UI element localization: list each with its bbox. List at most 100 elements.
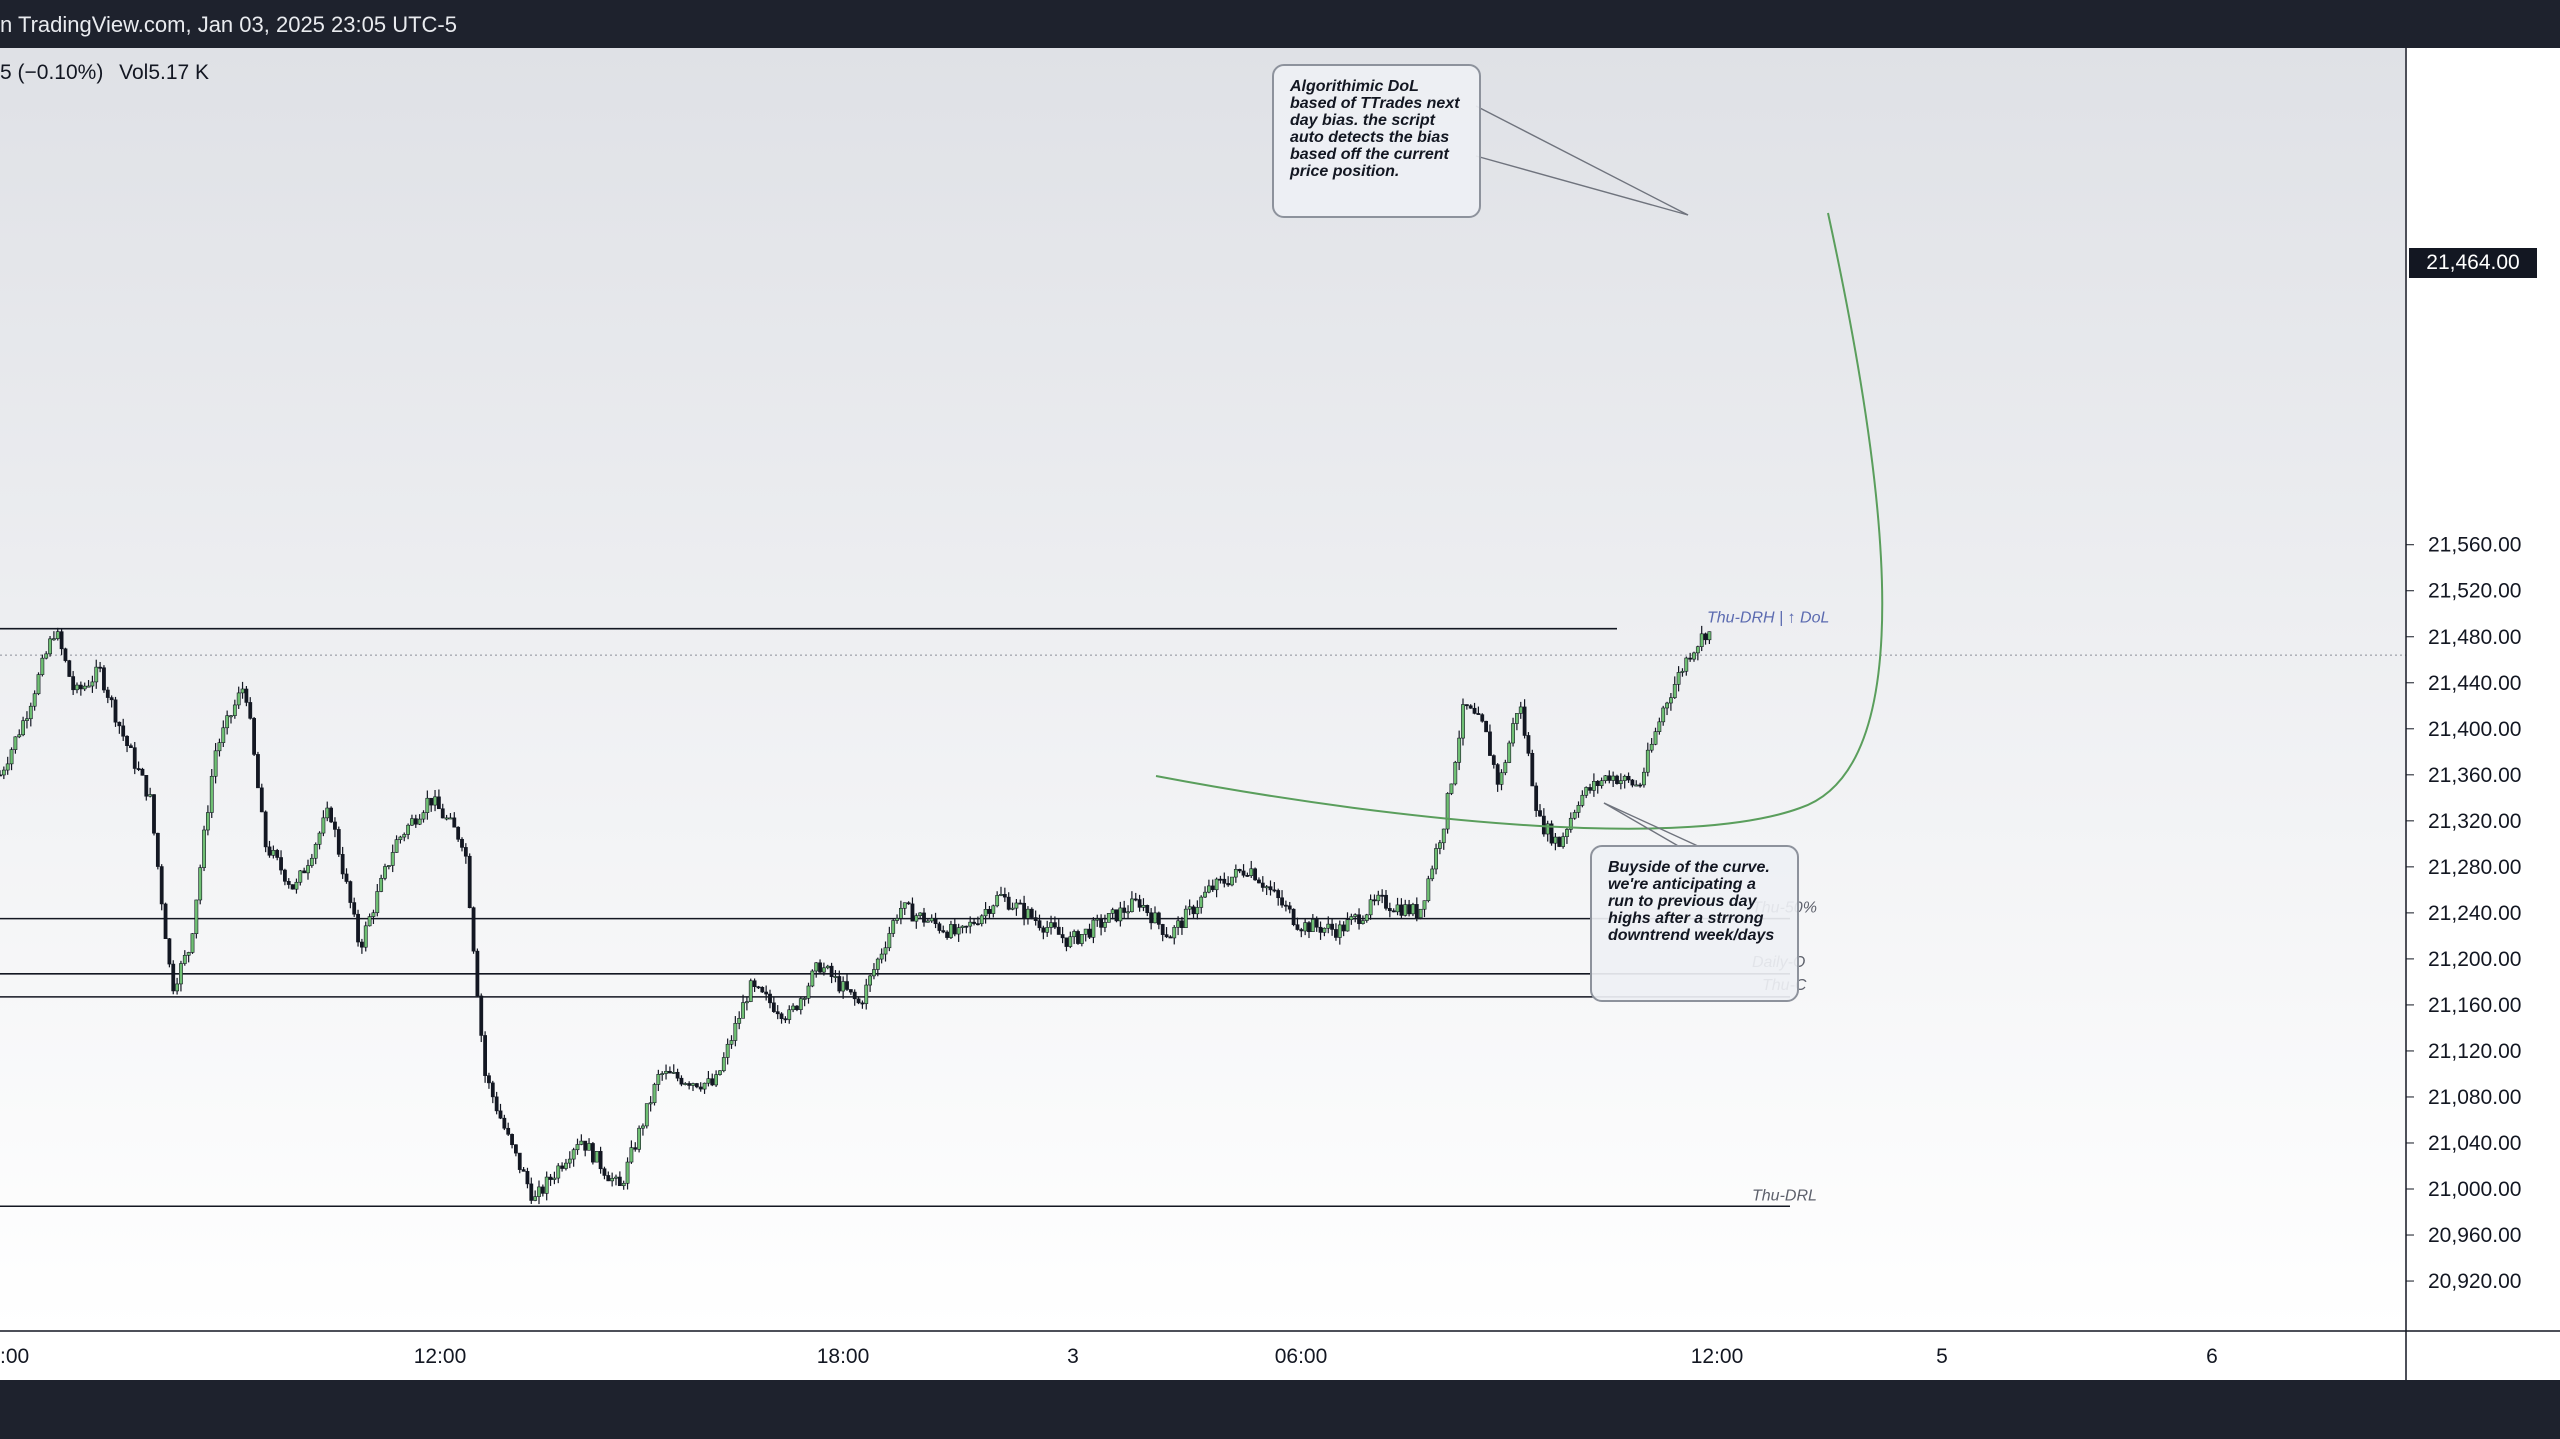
bear-candle bbox=[1149, 908, 1154, 930]
candle-body bbox=[571, 1149, 576, 1160]
candle-body bbox=[82, 685, 87, 690]
candle-body bbox=[1376, 894, 1381, 902]
y-tick-label: 21,520.00 bbox=[2428, 580, 2521, 603]
candle-body bbox=[36, 674, 41, 695]
candle-body bbox=[548, 1176, 553, 1180]
bull-candle bbox=[379, 874, 384, 893]
candle-body bbox=[1287, 905, 1292, 910]
bull-candle bbox=[1, 766, 6, 780]
bull-candle bbox=[36, 672, 41, 696]
bull-candle bbox=[537, 1180, 541, 1205]
candle-body bbox=[348, 881, 353, 903]
bear-candle bbox=[768, 989, 772, 1009]
candle-body bbox=[1630, 779, 1635, 786]
candle-body bbox=[1230, 876, 1234, 886]
candle-body bbox=[98, 666, 103, 669]
bear-candle bbox=[1703, 632, 1708, 645]
bear-candle bbox=[1530, 749, 1535, 787]
candle-body bbox=[498, 1110, 503, 1119]
bear-candle bbox=[698, 1082, 703, 1092]
candle-body bbox=[367, 916, 372, 927]
candle-body bbox=[244, 688, 249, 703]
bull-candle bbox=[209, 768, 214, 818]
candle-body bbox=[1588, 787, 1592, 791]
y-tick-label: 21,000.00 bbox=[2428, 1178, 2521, 1201]
bull-candle bbox=[1249, 860, 1254, 878]
candle-body bbox=[1603, 775, 1608, 781]
candle-body bbox=[325, 807, 330, 819]
bull-candle bbox=[579, 1134, 584, 1146]
bear-candle bbox=[1630, 778, 1635, 788]
candle-body bbox=[768, 993, 772, 1004]
candle-body bbox=[552, 1177, 557, 1180]
candle-body bbox=[190, 933, 195, 953]
candle-body bbox=[637, 1127, 642, 1150]
candle-body bbox=[1518, 706, 1523, 714]
bull-candle bbox=[629, 1140, 634, 1164]
candle-body bbox=[90, 681, 95, 687]
bear-candle bbox=[1064, 937, 1069, 952]
bull-candle bbox=[1453, 760, 1458, 786]
candle-body bbox=[925, 920, 930, 923]
y-tick-label: 21,160.00 bbox=[2428, 994, 2521, 1017]
callout-pointer bbox=[1603, 802, 1701, 848]
candle-body bbox=[891, 920, 896, 934]
annotation-dol-note[interactable]: Algorithimic DoL based of TTrades next d… bbox=[1272, 64, 1481, 218]
bear-candle bbox=[290, 884, 295, 890]
bull-candle bbox=[1141, 898, 1146, 912]
bull-candle bbox=[1345, 912, 1350, 932]
candle-body bbox=[714, 1074, 719, 1086]
candle-body bbox=[594, 1151, 599, 1163]
bull-candle bbox=[664, 1064, 668, 1080]
candle-body bbox=[1006, 896, 1011, 910]
candle-body bbox=[132, 747, 137, 769]
bull-candle bbox=[225, 710, 230, 735]
candle-body bbox=[1314, 919, 1319, 928]
bull-candle bbox=[28, 702, 33, 727]
candle-body bbox=[575, 1144, 580, 1151]
callout-pointer bbox=[1475, 155, 1689, 216]
candle-body bbox=[136, 768, 141, 770]
candle-body bbox=[1457, 737, 1462, 763]
top-bar: n TradingView.com, Jan 03, 2025 23:05 UT… bbox=[0, 0, 2560, 48]
candle-body bbox=[363, 925, 368, 948]
bear-candle bbox=[598, 1146, 603, 1174]
candle-body bbox=[513, 1144, 518, 1154]
bear-candle bbox=[1522, 699, 1527, 739]
bear-candle bbox=[132, 741, 137, 775]
annotation-curve-note[interactable]: Buyside of the curve. we're anticipating… bbox=[1590, 845, 1799, 1002]
bull-candle bbox=[949, 920, 953, 940]
bull-candle bbox=[810, 969, 815, 988]
bear-candle bbox=[1615, 774, 1619, 785]
bull-candle bbox=[232, 699, 237, 719]
candle-body bbox=[1422, 900, 1427, 910]
bear-candle bbox=[1122, 900, 1127, 919]
candle-body bbox=[860, 1002, 865, 1005]
bull-candle bbox=[556, 1163, 561, 1184]
candle-body bbox=[352, 902, 357, 915]
candle-body bbox=[213, 750, 218, 777]
bear-candle bbox=[1164, 927, 1169, 939]
candle-body bbox=[1183, 908, 1188, 929]
bull-candle bbox=[51, 631, 56, 641]
candle-body bbox=[675, 1071, 680, 1079]
candle-body bbox=[1253, 868, 1258, 881]
bear-candle bbox=[1380, 889, 1385, 904]
candle-body bbox=[1522, 706, 1527, 736]
candle-body bbox=[425, 797, 430, 813]
candle-body bbox=[275, 850, 280, 858]
candle-body bbox=[1249, 868, 1254, 876]
bear-candle bbox=[783, 1016, 788, 1024]
candle-body bbox=[421, 812, 426, 820]
candle-body bbox=[560, 1165, 565, 1169]
candle-body bbox=[852, 991, 857, 1000]
candle-body bbox=[336, 829, 341, 855]
level-label: Thu-DRL bbox=[1752, 1187, 1817, 1204]
bear-candle bbox=[248, 697, 253, 720]
chart-title: n TradingView.com, Jan 03, 2025 23:05 UT… bbox=[0, 12, 457, 37]
chart-svg[interactable]: Thu-DRH | ↑ DoLThu-50%Daily-OThu-CThu-DR… bbox=[0, 48, 2560, 1380]
bear-candle bbox=[910, 897, 915, 922]
bull-candle bbox=[1337, 920, 1342, 945]
chart-area[interactable]: Thu-DRH | ↑ DoLThu-50%Daily-OThu-CThu-DR… bbox=[0, 48, 2560, 1380]
bull-candle bbox=[814, 962, 819, 978]
